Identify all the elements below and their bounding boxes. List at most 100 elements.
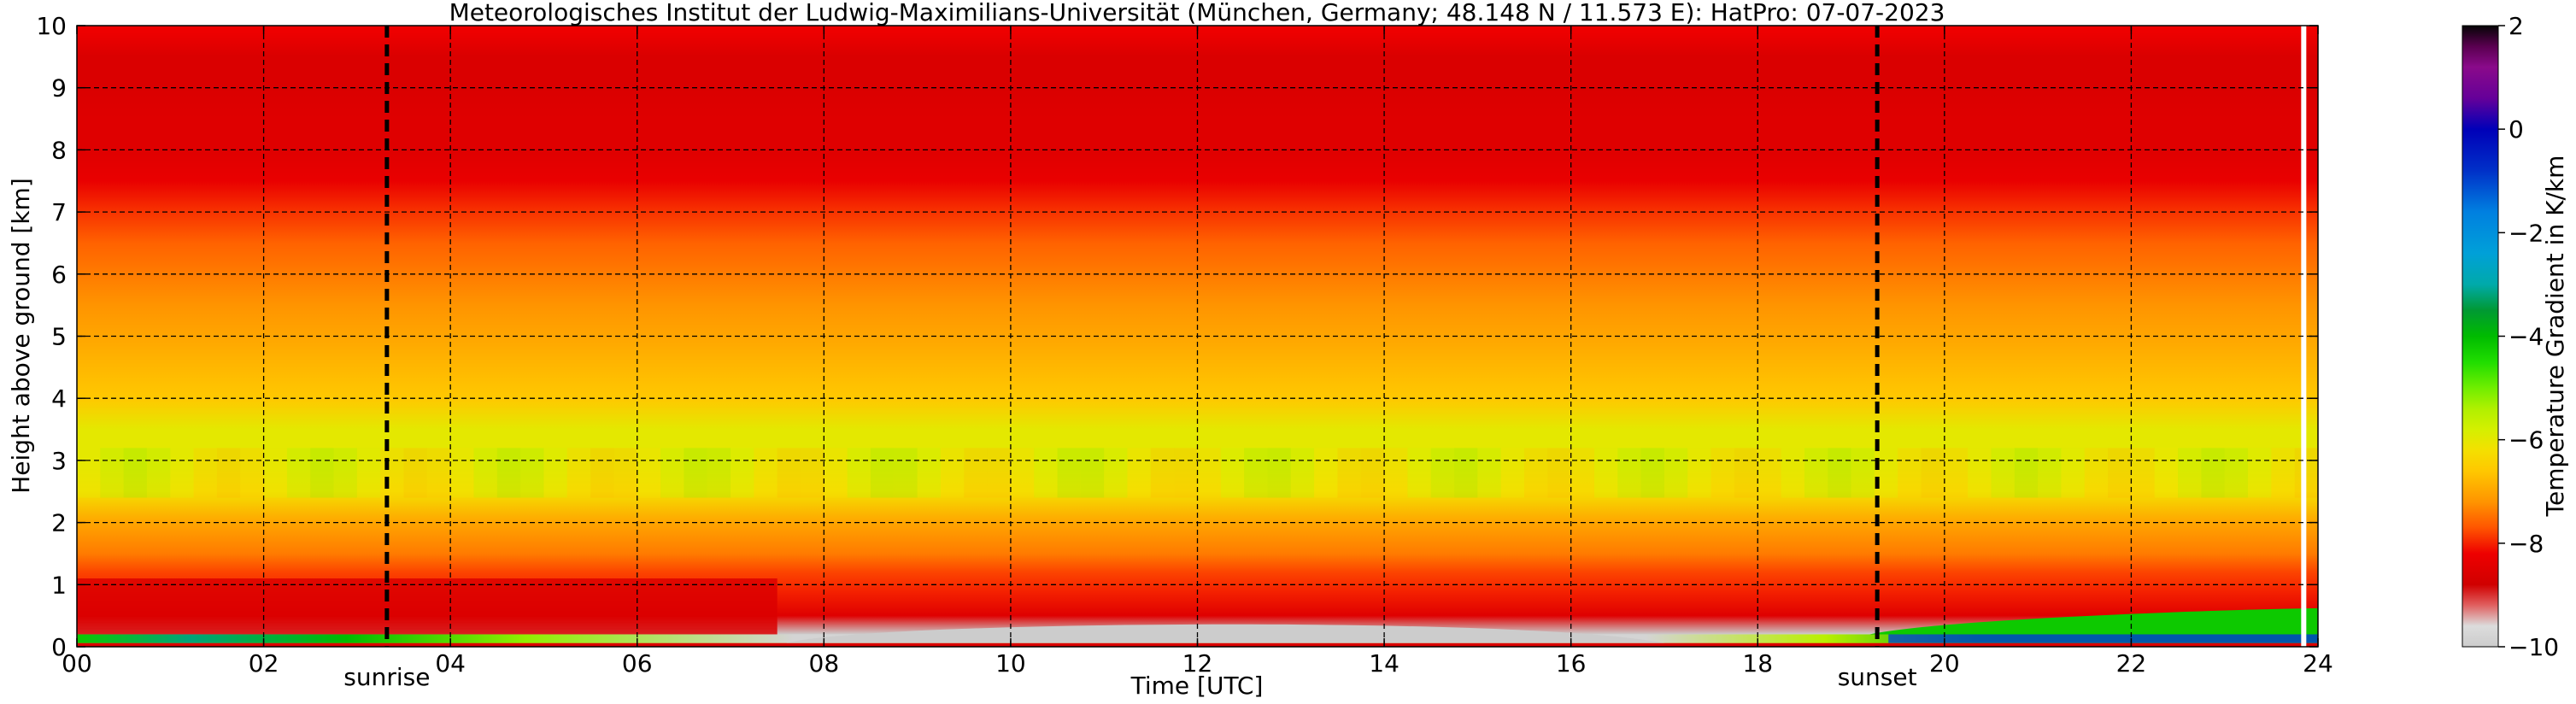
event-lines [384, 26, 1880, 647]
texture-stripe [286, 448, 311, 498]
y-tick-label: 7 [51, 198, 67, 226]
texture-stripe [123, 448, 147, 498]
y-tick-label: 10 [36, 12, 67, 40]
x-tick-label: 08 [809, 649, 840, 678]
texture-stripe [1360, 448, 1385, 498]
x-tick-label: 18 [1742, 649, 1773, 678]
x-tick-label: 22 [2116, 649, 2147, 678]
x-tick-label: 00 [62, 649, 92, 678]
texture-stripe [2294, 448, 2318, 498]
texture-stripe [964, 448, 988, 498]
texture-stripe [2084, 448, 2109, 498]
texture-stripe [146, 448, 171, 498]
y-axis-ticks: 0 1 2 3 4 5 6 7 8 9 10 [36, 12, 2318, 661]
texture-stripe [1687, 448, 1711, 498]
texture-stripe [77, 448, 101, 498]
texture-stripe [240, 448, 264, 498]
texture-stripe [216, 448, 241, 498]
texture-stripe [1734, 448, 1758, 498]
x-axis-label: Time [UTC] [1130, 672, 1264, 700]
texture-stripe [660, 448, 684, 498]
texture-stripe [940, 448, 965, 498]
y-tick-label: 3 [51, 447, 67, 475]
texture-stripe [1781, 448, 1804, 498]
texture-stripe [543, 448, 567, 498]
texture-stripe [1944, 448, 1969, 498]
texture-stripe [847, 448, 871, 498]
texture-stripe [1150, 448, 1175, 498]
texture-stripe [2154, 448, 2179, 498]
texture-stripe [100, 448, 124, 498]
texture-stripe [1898, 448, 1922, 498]
texture-stripe [1034, 448, 1058, 498]
y-tick-label: 5 [51, 323, 67, 351]
texture-stripe [1640, 448, 1664, 498]
texture-stripe [1080, 448, 1105, 498]
texture-stripe [356, 448, 381, 498]
texture-stripe [684, 448, 707, 498]
texture-stripe [1593, 448, 1618, 498]
texture-stripe [1477, 448, 1501, 498]
x-tick-label: 02 [249, 649, 279, 678]
texture-stripe [2248, 448, 2272, 498]
colorbar-tick-label: −10 [2509, 633, 2559, 661]
superadiabatic-region [786, 624, 1664, 643]
sunrise-label: sunrise [343, 663, 430, 691]
texture-stripe [2061, 448, 2085, 498]
texture-stripe [1197, 448, 1221, 498]
texture-stripe [1290, 448, 1315, 498]
x-tick-label: 10 [995, 649, 1026, 678]
texture-stripe [1430, 448, 1455, 498]
colorbar-ticks: −10 −8 −6 −4 −2 0 2 [2498, 12, 2559, 661]
texture-stripe [987, 448, 1011, 498]
texture-stripe [333, 448, 357, 498]
colorbar: −10 −8 −6 −4 −2 0 2 Temperature Gradient in K/… [2462, 12, 2569, 661]
y-tick-label: 8 [51, 136, 67, 164]
texture-stripe [310, 448, 334, 498]
texture-stripe [1384, 448, 1408, 498]
texture-stripe [496, 448, 521, 498]
texture-stripe [707, 448, 731, 498]
texture-stripe [450, 448, 474, 498]
texture-stripe [520, 448, 544, 498]
y-tick-label: 0 [51, 633, 67, 661]
texture-stripe [566, 448, 591, 498]
texture-stripe [2014, 448, 2039, 498]
morning-boundary-layer [77, 578, 777, 635]
texture-stripe [824, 448, 848, 498]
texture-stripe [170, 448, 194, 498]
colorbar-scale [2462, 25, 2499, 648]
colorbar-tick-label: 0 [2509, 115, 2524, 144]
y-tick-label: 4 [51, 384, 67, 413]
texture-stripe [1244, 448, 1268, 498]
colorbar-tick-label: 2 [2509, 12, 2524, 40]
texture-stripe [731, 448, 754, 498]
data-gap [2301, 26, 2307, 647]
y-tick-label: 9 [51, 74, 67, 103]
texture-stripe [1617, 448, 1641, 498]
texture-stripe [754, 448, 777, 498]
grid-lines [77, 26, 2318, 647]
texture-stripe [403, 448, 427, 498]
texture-stripe [1337, 448, 1361, 498]
y-tick-label: 2 [51, 509, 67, 537]
texture-stripe [870, 448, 895, 498]
texture-stripe [801, 448, 824, 498]
texture-stripe [263, 448, 287, 498]
x-tick-label: 20 [1929, 649, 1960, 678]
texture-stripe [917, 448, 941, 498]
texture-stripe [1010, 448, 1035, 498]
texture-stripe [1267, 448, 1291, 498]
texture-stripe [1454, 448, 1478, 498]
texture-stripe [1757, 448, 1781, 498]
texture-stripe [777, 448, 801, 498]
texture-stripe [193, 448, 217, 498]
y-axis-label: Height above ground [km] [7, 178, 35, 494]
y-tick-label: 6 [51, 261, 67, 289]
texture-stripe [1174, 448, 1198, 498]
y-tick-label: 1 [51, 571, 67, 599]
texture-stripe [1664, 448, 1688, 498]
texture-stripe [2108, 448, 2132, 498]
x-tick-label: 04 [435, 649, 466, 678]
